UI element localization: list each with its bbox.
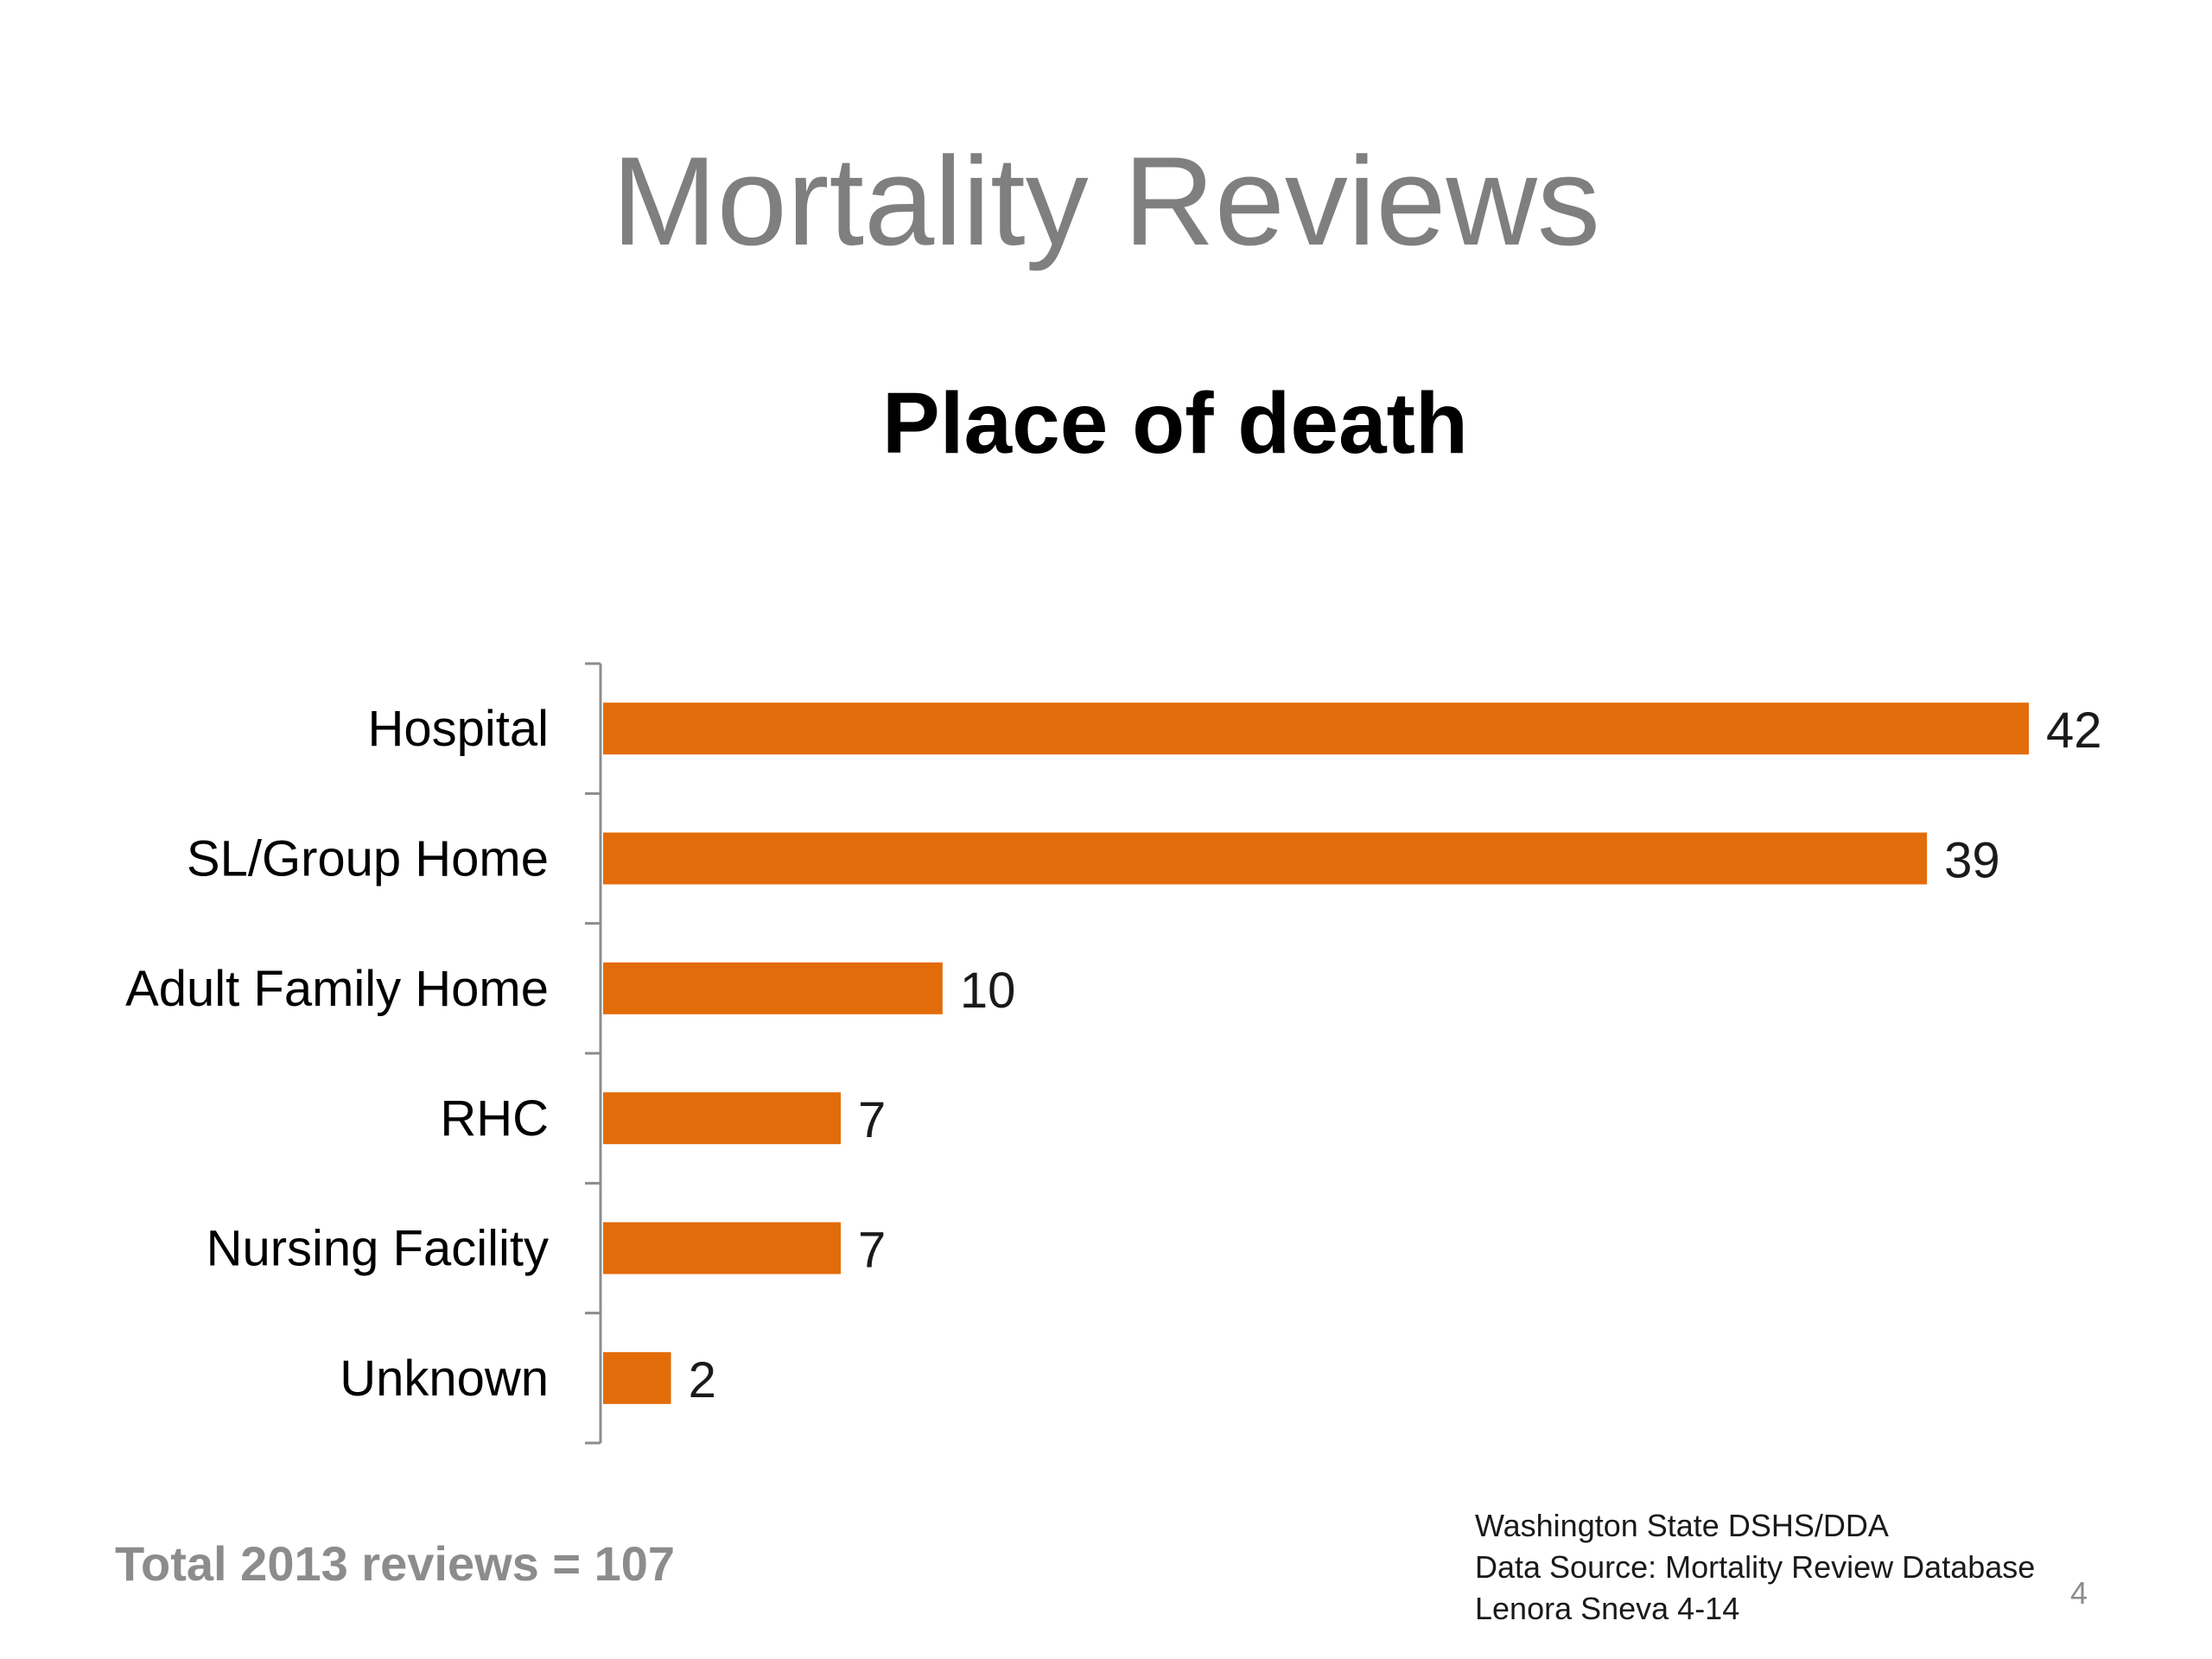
bar (603, 1092, 841, 1145)
data-label: 10 (960, 963, 1016, 1019)
bar (603, 1222, 841, 1274)
source-line-author: Lenora Sneva 4-14 (1475, 1591, 1740, 1626)
page-number: 4 (2070, 1575, 2088, 1611)
data-label: 39 (1944, 833, 2000, 889)
chart-title: Place of death (882, 375, 1468, 472)
bar (603, 1351, 671, 1404)
category-label: Nursing Facility (207, 1221, 549, 1277)
category-label: Hospital (367, 701, 549, 757)
data-label: 7 (858, 1223, 886, 1279)
source-line-data-source: Data Source: Mortality Review Database (1475, 1549, 2036, 1585)
category-label: Adult Family Home (125, 961, 549, 1017)
source-note: Washington State DSHS/DDA Data Source: M… (1475, 1505, 2035, 1630)
category-label: RHC (440, 1090, 549, 1147)
bar (603, 962, 943, 1014)
category-label: Unknown (340, 1351, 549, 1407)
data-label: 2 (689, 1352, 716, 1408)
data-label: 42 (2046, 702, 2102, 759)
slide-title: Mortality Reviews (612, 130, 1600, 271)
source-line-organization: Washington State DSHS/DDA (1475, 1508, 1889, 1543)
bar (603, 832, 1928, 885)
category-label: SL/Group Home (187, 831, 549, 887)
data-label: 7 (858, 1092, 886, 1148)
total-reviews-note: Total 2013 reviews = 107 (115, 1536, 676, 1591)
bar (603, 702, 2029, 755)
